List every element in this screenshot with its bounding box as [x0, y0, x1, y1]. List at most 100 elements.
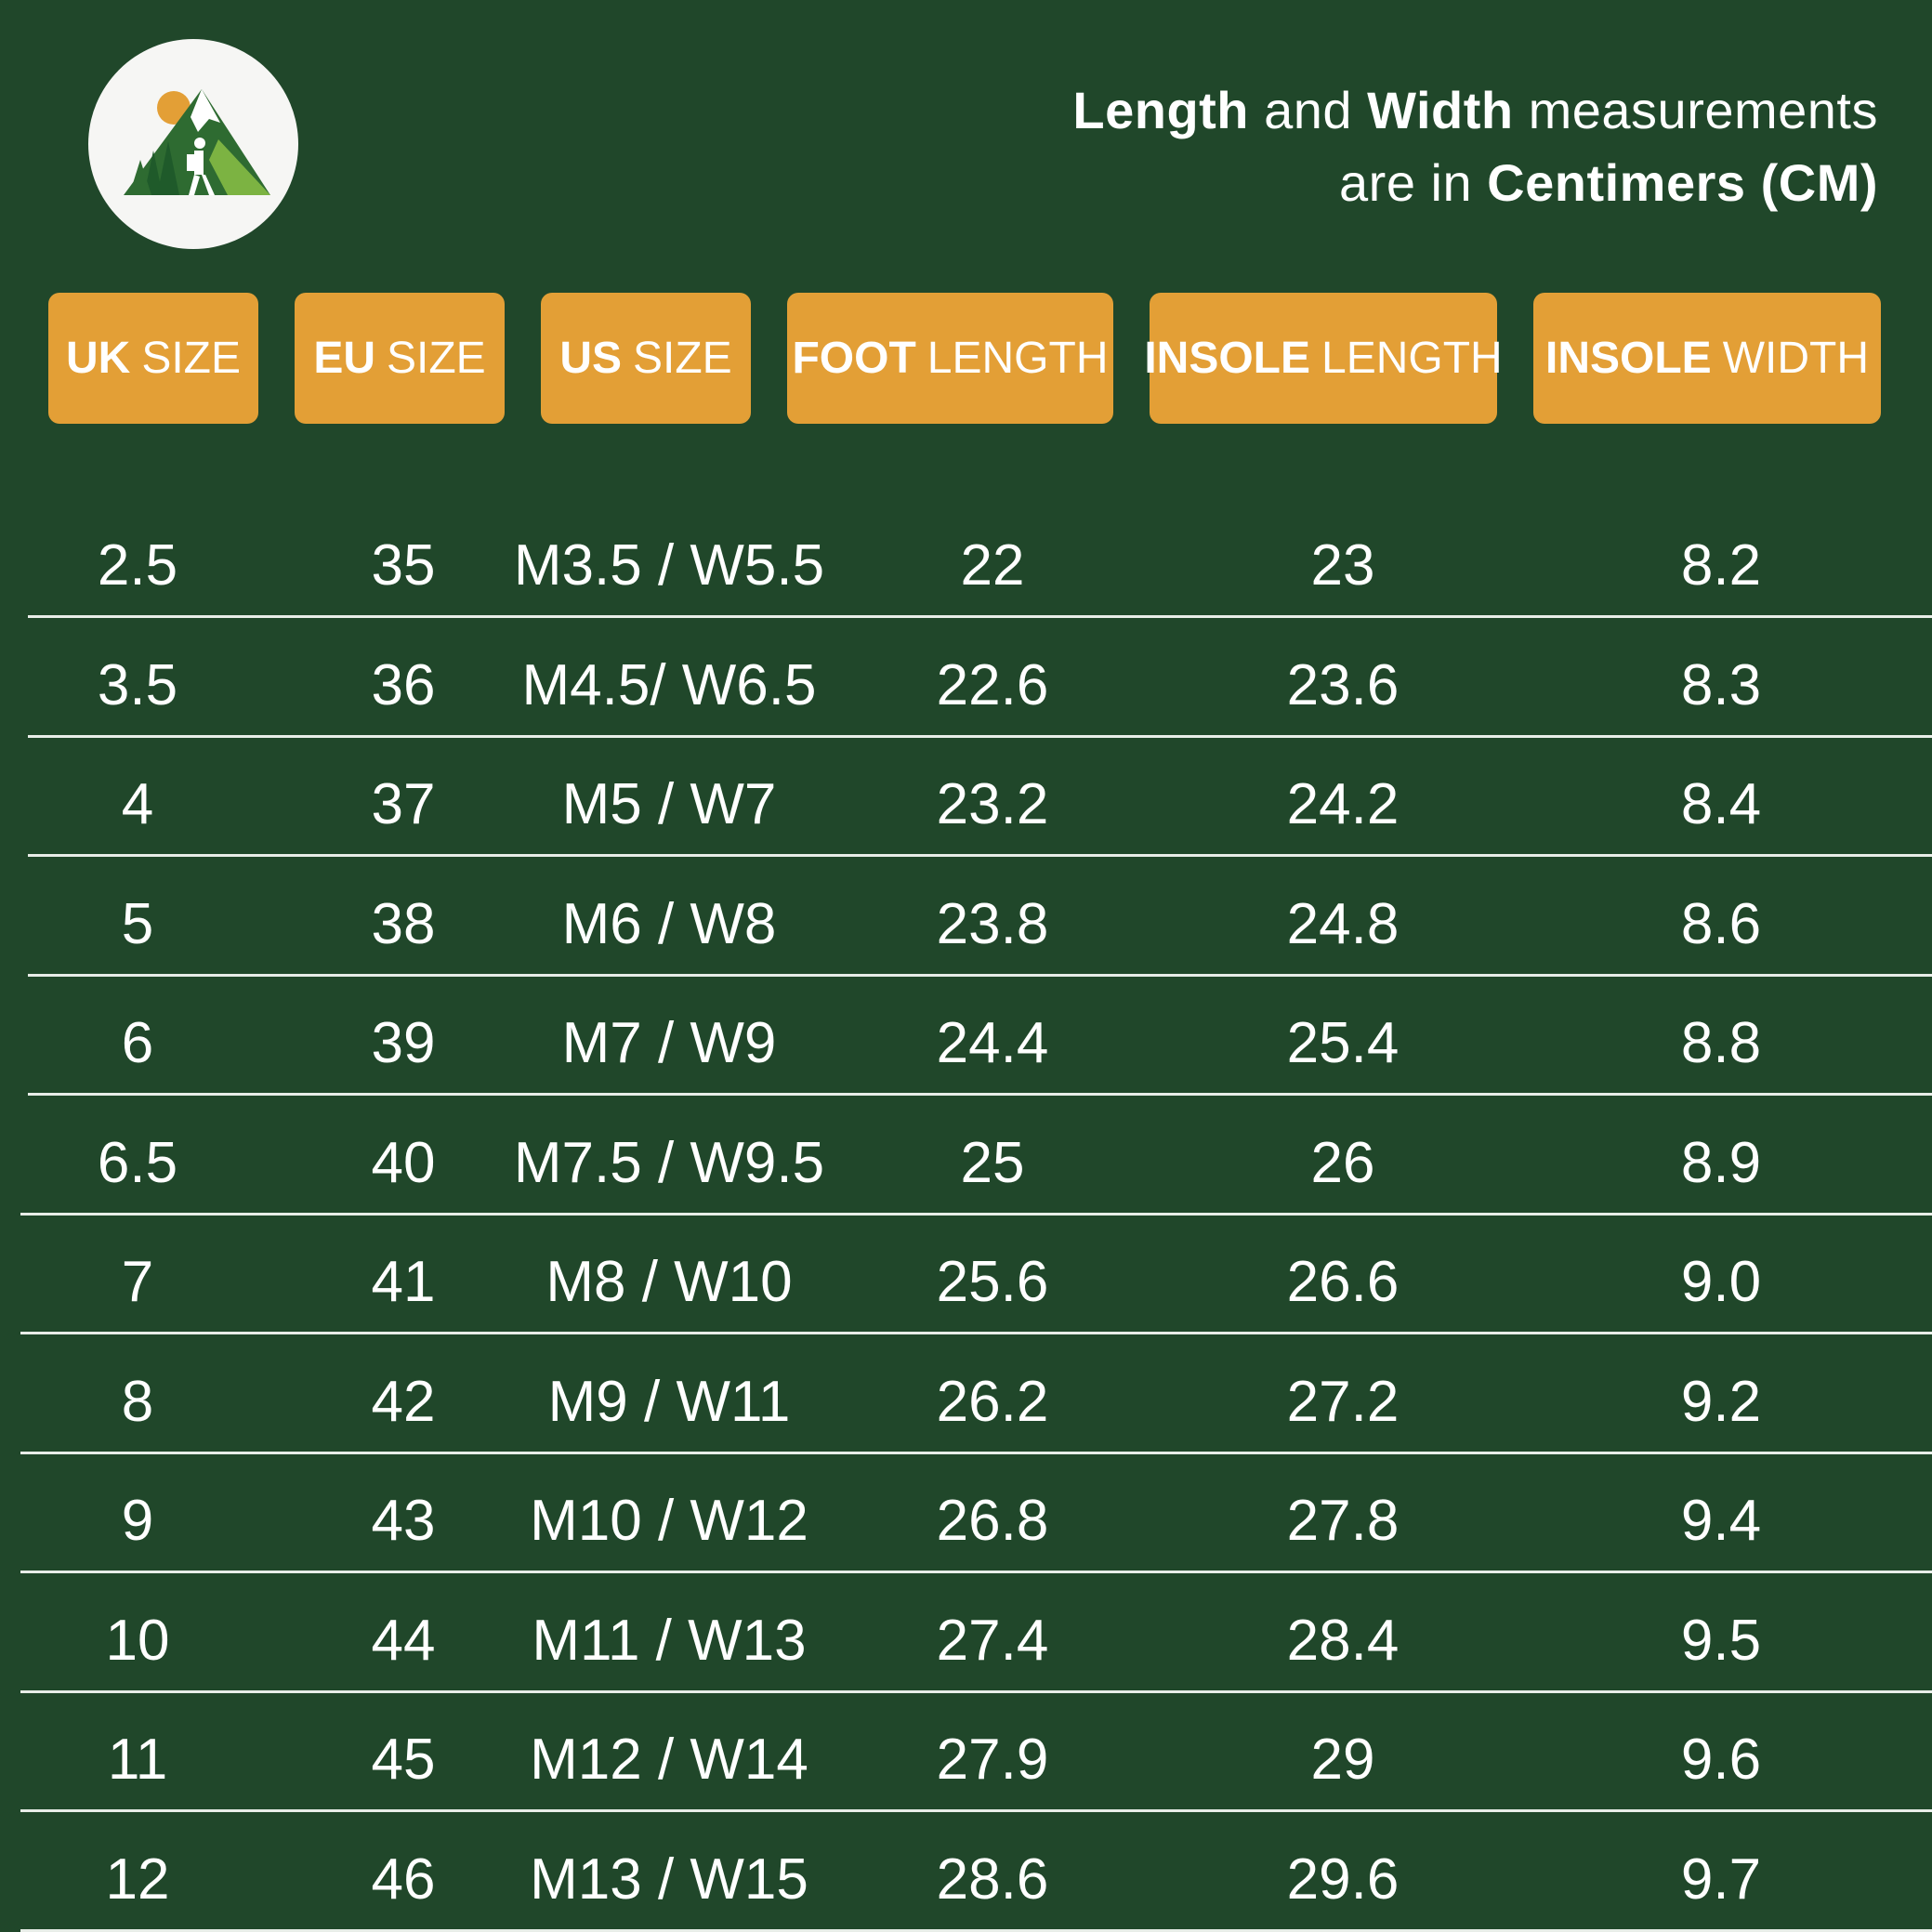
cell-eu-size: 44 — [371, 1608, 436, 1673]
cell-eu-size: 43 — [371, 1489, 436, 1553]
header-insole-width-rest: WIDTH — [1722, 334, 1869, 383]
cell-uk-size: 5 — [121, 891, 154, 956]
cell-insole-width: 8.8 — [1680, 1011, 1762, 1075]
header-uk-rest: SIZE — [141, 334, 241, 383]
header-us-rest: SIZE — [633, 334, 732, 383]
cell-us-size: M10 / W12 — [530, 1489, 808, 1553]
cell-insole-length: 23 — [1310, 533, 1375, 598]
cell-insole-length: 26.6 — [1286, 1250, 1400, 1314]
row-divider — [28, 974, 1932, 977]
header-foot-bold: FOOT — [792, 334, 916, 383]
cell-eu-size: 41 — [371, 1250, 436, 1314]
cell-eu-size: 40 — [371, 1130, 436, 1195]
cell-uk-size: 4 — [121, 772, 154, 836]
cell-insole-width: 9.2 — [1680, 1369, 1762, 1434]
cell-foot-length: 24.4 — [936, 1011, 1049, 1075]
cell-uk-size: 7 — [121, 1250, 154, 1314]
header-insole-length-bold: INSOLE — [1144, 334, 1310, 383]
cell-us-size: M4.5/ W6.5 — [521, 652, 817, 717]
cell-foot-length: 26.2 — [936, 1369, 1049, 1434]
row-divider — [20, 1571, 1932, 1573]
cell-insole-width: 8.6 — [1680, 891, 1762, 956]
cell-insole-width: 8.2 — [1680, 533, 1762, 598]
header-insole-width-bold: INSOLE — [1545, 334, 1712, 383]
cell-us-size: M11 / W13 — [532, 1608, 807, 1673]
cell-foot-length: 22 — [960, 533, 1025, 598]
header-insole-width: INSOLE WIDTH — [1533, 293, 1881, 424]
cell-foot-length: 25.6 — [936, 1250, 1049, 1314]
note-unit: Centimers (CM) — [1487, 153, 1878, 212]
cell-eu-size: 37 — [371, 772, 436, 836]
header-eu-size: EU SIZE — [295, 293, 505, 424]
cell-us-size: M7.5 / W9.5 — [513, 1130, 825, 1195]
cell-us-size: M12 / W14 — [530, 1728, 808, 1792]
row-divider — [20, 1452, 1932, 1454]
cell-uk-size: 3.5 — [97, 652, 178, 717]
cell-insole-length: 28.4 — [1286, 1608, 1400, 1673]
cell-insole-width: 9.0 — [1680, 1250, 1762, 1314]
cell-insole-length: 23.6 — [1286, 652, 1400, 717]
row-divider — [20, 1809, 1932, 1812]
header-foot-rest: LENGTH — [927, 334, 1109, 383]
cell-uk-size: 9 — [121, 1489, 154, 1553]
row-divider — [28, 854, 1932, 857]
cell-insole-length: 24.8 — [1286, 891, 1400, 956]
cell-eu-size: 38 — [371, 891, 436, 956]
note-line-1: Length and Width measurements — [1072, 74, 1878, 147]
header-uk-size: UK SIZE — [48, 293, 258, 424]
mountain-hiker-logo-icon — [124, 89, 270, 195]
cell-insole-length: 29.6 — [1286, 1847, 1400, 1912]
column-headers: UK SIZE EU SIZE US SIZE FOOT LENGTH INSOLE LE… — [0, 293, 1932, 424]
cell-foot-length: 27.9 — [936, 1728, 1049, 1792]
cell-foot-length: 28.6 — [936, 1847, 1049, 1912]
cell-foot-length: 27.4 — [936, 1608, 1049, 1673]
cell-insole-width: 9.4 — [1680, 1489, 1762, 1553]
cell-eu-size: 46 — [371, 1847, 436, 1912]
cell-uk-size: 6 — [121, 1011, 154, 1075]
cell-foot-length: 26.8 — [936, 1489, 1049, 1553]
cell-foot-length: 22.6 — [936, 652, 1049, 717]
cell-eu-size: 39 — [371, 1011, 436, 1075]
header-us-bold: US — [559, 334, 622, 383]
cell-us-size: M9 / W11 — [547, 1369, 791, 1434]
cell-eu-size: 36 — [371, 652, 436, 717]
cell-insole-length: 25.4 — [1286, 1011, 1400, 1075]
cell-eu-size: 42 — [371, 1369, 436, 1434]
cell-uk-size: 6.5 — [97, 1130, 178, 1195]
row-divider — [20, 1213, 1932, 1216]
row-divider — [28, 1093, 1932, 1096]
row-divider — [28, 735, 1932, 738]
cell-uk-size: 12 — [105, 1847, 170, 1912]
header-eu-bold: EU — [313, 334, 375, 383]
row-divider — [20, 1332, 1932, 1334]
cell-insole-width: 9.7 — [1680, 1847, 1762, 1912]
row-divider — [20, 1690, 1932, 1693]
cell-eu-size: 35 — [371, 533, 436, 598]
cell-uk-size: 11 — [107, 1728, 168, 1792]
cell-uk-size: 2.5 — [97, 533, 178, 598]
header-eu-rest: SIZE — [387, 334, 486, 383]
header-insole-length: INSOLE LENGTH — [1144, 293, 1503, 424]
cell-uk-size: 8 — [121, 1369, 154, 1434]
cell-us-size: M8 / W10 — [545, 1250, 793, 1314]
cell-us-size: M13 / W15 — [530, 1847, 808, 1912]
cell-us-size: M5 / W7 — [561, 772, 777, 836]
note-length: Length — [1072, 81, 1250, 139]
row-divider — [20, 1929, 1932, 1932]
cell-uk-size: 10 — [105, 1608, 170, 1673]
cell-insole-length: 29 — [1310, 1728, 1375, 1792]
cell-insole-length: 27.8 — [1286, 1489, 1400, 1553]
brand-logo — [88, 39, 298, 249]
header-uk-bold: UK — [65, 334, 131, 383]
cell-us-size: M6 / W8 — [561, 891, 777, 956]
note-line-2: are in Centimers (CM) — [1072, 147, 1878, 219]
note-measurements: measurements — [1513, 81, 1878, 139]
cell-foot-length: 25 — [960, 1130, 1025, 1195]
cell-insole-width: 9.6 — [1680, 1728, 1762, 1792]
header-foot-length: FOOT LENGTH — [787, 293, 1113, 424]
note-and: and — [1249, 81, 1368, 139]
note-width: Width — [1367, 81, 1514, 139]
cell-insole-width: 8.3 — [1680, 652, 1762, 717]
cell-insole-width: 8.4 — [1680, 772, 1762, 836]
